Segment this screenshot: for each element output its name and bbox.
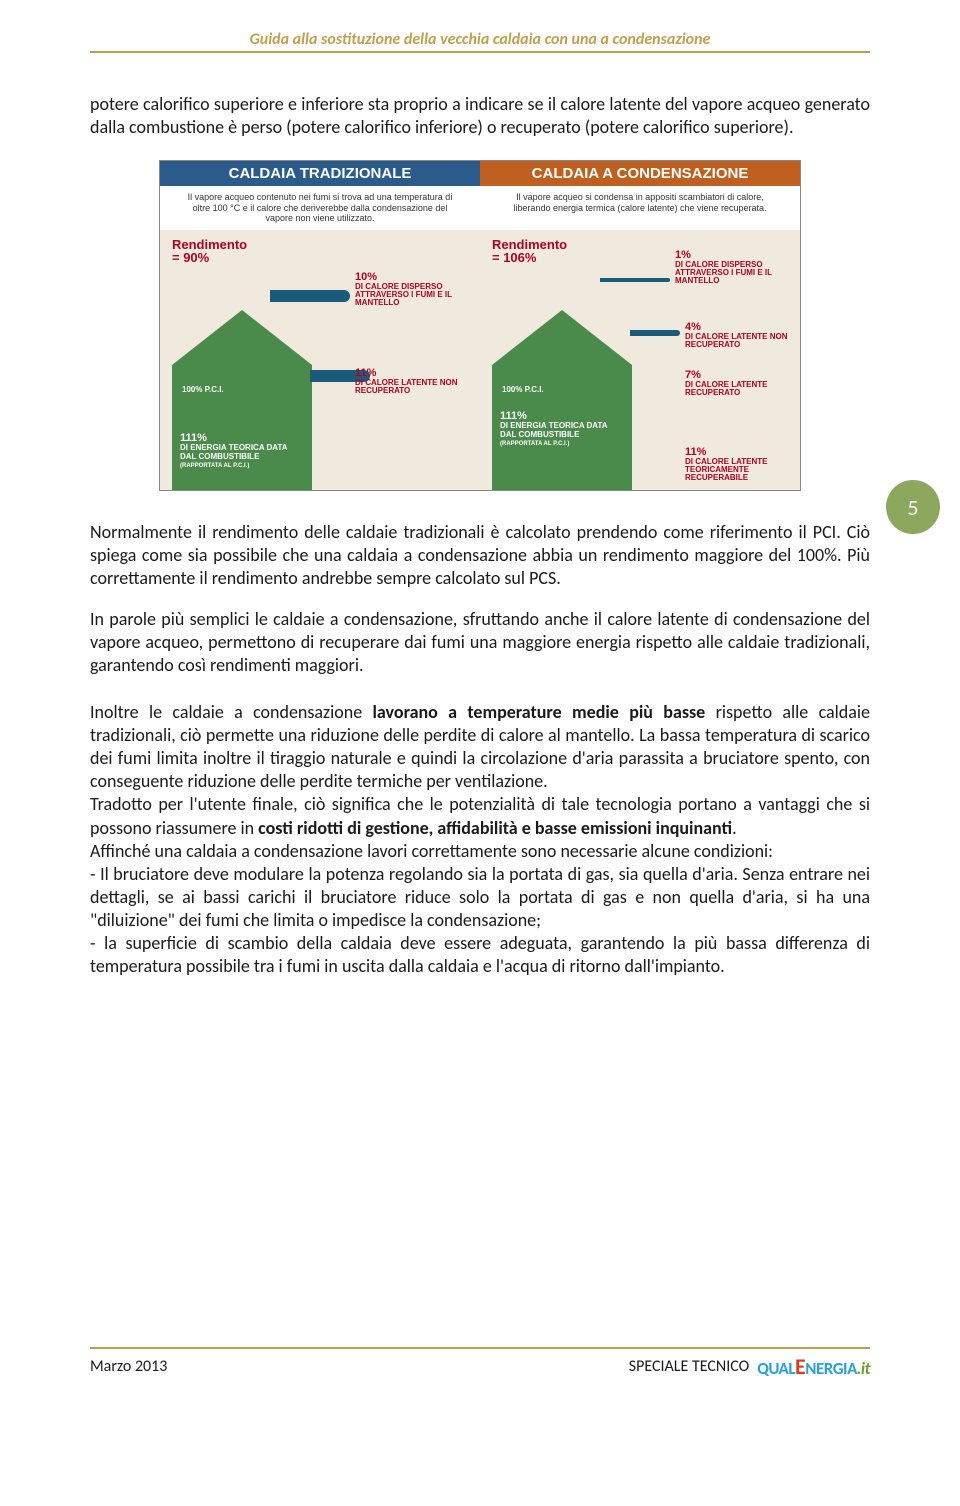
condensing-header: CALDAIA A CONDENSAZIONE: [480, 161, 800, 186]
page-footer: Marzo 2013 SPECIALE TECNICO QUALENERGIA.…: [90, 1347, 870, 1380]
paragraph-condizioni: Affinché una caldaia a condensazione lav…: [90, 840, 870, 863]
intro-paragraph: potere calorifico superiore e inferiore …: [90, 93, 870, 140]
condensing-diagram: Rendimento = 106% 100% P.C.I. 1% DI CALO…: [480, 230, 800, 490]
footer-label: SPECIALE TECNICO: [629, 1357, 750, 1376]
header-title: Guida alla sostituzione della vecchia ca…: [90, 30, 870, 53]
traditional-subtext: Il vapore acqueo contenuto nei fumi si t…: [160, 186, 480, 230]
footer-date: Marzo 2013: [90, 1357, 167, 1376]
paragraph-semplici: In parole più semplici le caldaie a cond…: [90, 608, 870, 677]
paragraph-utente: Tradotto per l'utente finale, ciò signif…: [90, 793, 870, 839]
paragraph-rendimento: Normalmente il rendimento delle caldaie …: [90, 521, 870, 590]
page-number-badge: 5: [886, 480, 940, 534]
condensing-subtext: Il vapore acqueo si condensa in appositi…: [480, 186, 800, 230]
traditional-diagram: Rendimento = 90% 100% P.C.I. 10% DI CALO…: [160, 230, 480, 490]
bullet-bruciatore: - Il bruciatore deve modulare la potenza…: [90, 863, 870, 932]
paragraph-temperature: Inoltre le caldaie a condensazione lavor…: [90, 701, 870, 793]
boiler-comparison-infographic: CALDAIA TRADIZIONALE CALDAIA A CONDENSAZ…: [159, 160, 801, 491]
house-shape: [492, 310, 632, 490]
qualenergia-logo: QUALENERGIA.it: [757, 1353, 870, 1380]
traditional-header: CALDAIA TRADIZIONALE: [160, 161, 480, 186]
bullet-superficie: - la superficie di scambio della caldaia…: [90, 932, 870, 978]
